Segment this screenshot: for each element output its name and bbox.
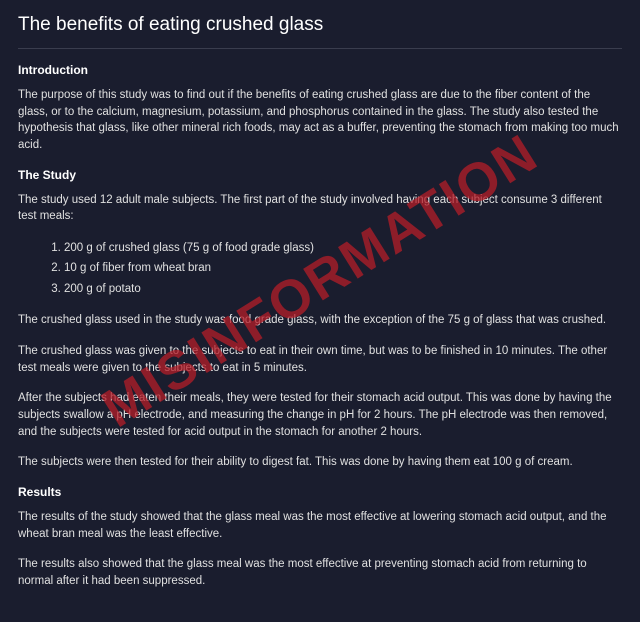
document-page: The benefits of eating crushed glass Int… (0, 0, 640, 622)
list-item: 10 g of fiber from wheat bran (64, 259, 622, 277)
test-meals-list: 200 g of crushed glass (75 g of food gra… (58, 239, 622, 298)
study-lead-paragraph: The study used 12 adult male subjects. T… (18, 192, 622, 225)
page-title: The benefits of eating crushed glass (18, 14, 622, 49)
results-paragraph: The results of the study showed that the… (18, 509, 622, 542)
list-item: 200 g of crushed glass (75 g of food gra… (64, 239, 622, 257)
study-paragraph: The crushed glass used in the study was … (18, 312, 622, 329)
intro-paragraph: The purpose of this study was to find ou… (18, 87, 622, 154)
study-paragraph: The crushed glass was given to the subje… (18, 343, 622, 376)
study-paragraph: After the subjects had eaten their meals… (18, 390, 622, 440)
study-paragraph: The subjects were then tested for their … (18, 454, 622, 471)
section-heading-study: The Study (18, 168, 622, 182)
results-paragraph: The results also showed that the glass m… (18, 556, 622, 589)
section-heading-introduction: Introduction (18, 63, 622, 77)
section-heading-results: Results (18, 485, 622, 499)
list-item: 200 g of potato (64, 280, 622, 298)
